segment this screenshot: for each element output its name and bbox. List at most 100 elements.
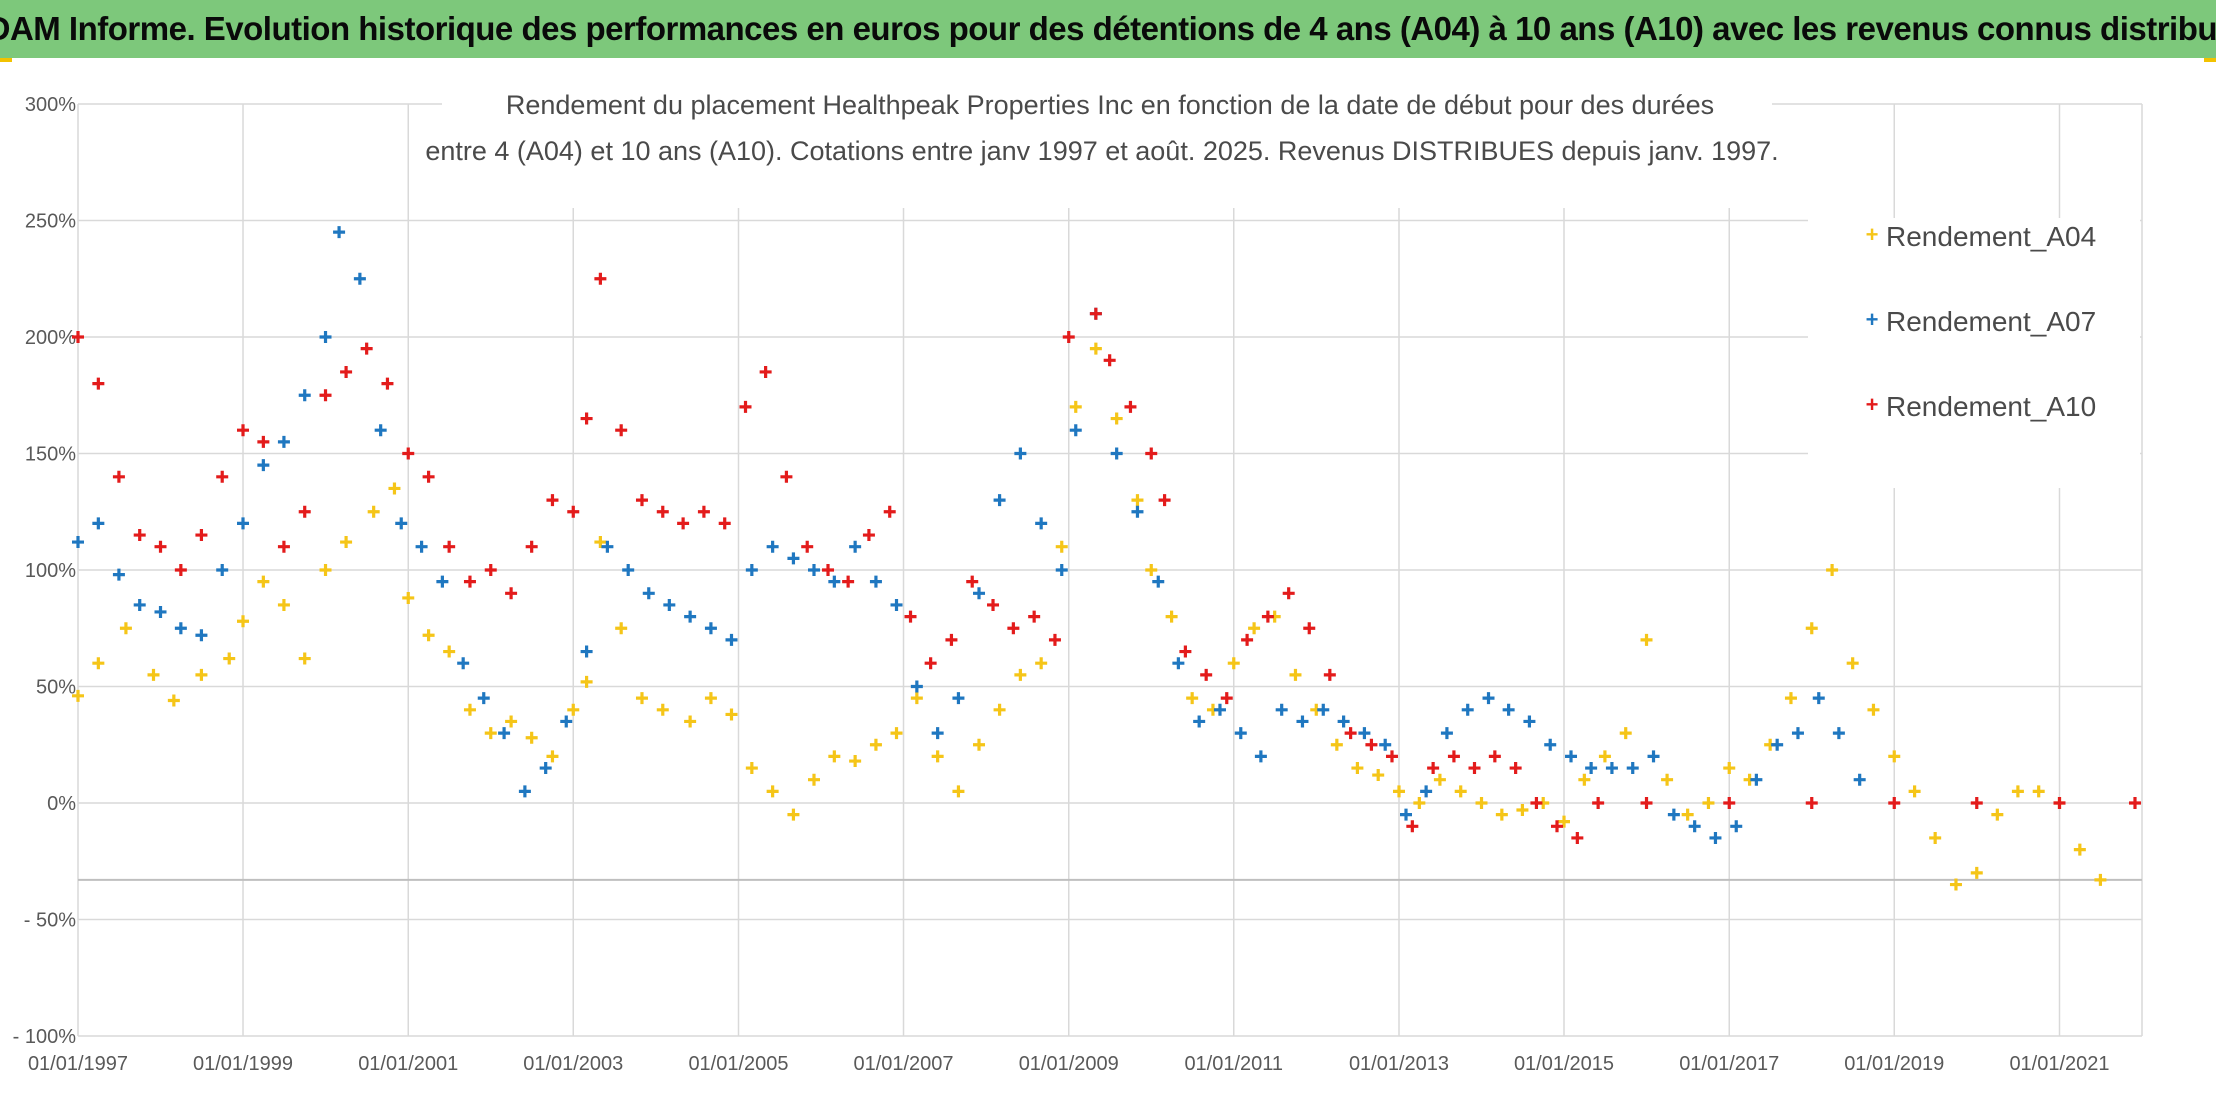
data-point: [973, 587, 986, 600]
data-point: [1427, 762, 1440, 775]
x-tick-label: 01/01/2011: [1184, 1053, 1283, 1075]
data-point: [1172, 657, 1185, 670]
data-point: [745, 762, 758, 775]
data-point: [1433, 773, 1446, 786]
data-point: [849, 755, 862, 768]
data-point: [1248, 622, 1261, 635]
data-point: [525, 731, 538, 744]
data-point: [883, 505, 896, 518]
data-point: [1296, 715, 1309, 728]
data-point: [133, 598, 146, 611]
x-tick-label: 01/01/2021: [2009, 1053, 2109, 1075]
data-point: [72, 536, 84, 549]
data-point: [766, 540, 779, 553]
data-point: [869, 575, 882, 588]
data-point: [807, 564, 820, 576]
data-point: [174, 564, 187, 576]
data-point: [1585, 762, 1598, 775]
data-point: [1261, 610, 1274, 623]
data-point: [237, 615, 250, 628]
data-point: [133, 529, 146, 542]
data-point: [1289, 668, 1302, 681]
data-point: [477, 692, 490, 705]
data-point: [92, 657, 105, 670]
data-point: [154, 540, 167, 553]
data-point: [505, 587, 518, 600]
data-point: [1035, 517, 1048, 530]
data-point: [1784, 692, 1797, 705]
data-point: [1145, 564, 1158, 576]
data-point: [1571, 831, 1584, 844]
data-point: [828, 575, 841, 588]
data-point: [1949, 878, 1962, 891]
data-point: [1007, 622, 1020, 635]
data-point: [1337, 715, 1350, 728]
y-tick-label: 250%: [25, 211, 76, 233]
legend-marker-a07: +: [1866, 307, 1879, 332]
data-point: [1062, 331, 1075, 343]
data-point: [924, 657, 937, 670]
data-point: [1846, 657, 1859, 670]
data-point: [567, 703, 580, 716]
data-point: [216, 470, 229, 483]
data-point: [635, 692, 648, 705]
data-point: [195, 529, 208, 542]
data-point: [745, 564, 758, 576]
data-point: [1330, 738, 1343, 751]
data-point: [1220, 692, 1233, 705]
y-tick-label: 200%: [25, 327, 76, 349]
data-point: [72, 331, 84, 343]
data-point: [195, 629, 208, 642]
data-point: [277, 598, 290, 611]
legend-label-a10: Rendement_A10: [1886, 391, 2096, 422]
data-point: [1055, 540, 1068, 553]
data-point: [525, 540, 538, 553]
data-point: [340, 536, 353, 549]
data-point: [910, 692, 923, 705]
data-point: [463, 703, 476, 716]
data-point: [1551, 820, 1563, 833]
data-point: [518, 785, 531, 798]
data-point: [904, 610, 917, 623]
data-point: [1544, 738, 1557, 751]
report-header: ADAM Informe. Evolution historique des p…: [0, 0, 2216, 58]
legend-box: [1808, 218, 2140, 488]
data-point: [849, 540, 862, 553]
data-point: [1028, 610, 1041, 623]
data-point: [1812, 692, 1825, 705]
data-point: [112, 568, 125, 581]
data-point: [92, 377, 105, 390]
chart-title-line-1: Rendement du placement Healthpeak Proper…: [506, 90, 1714, 120]
data-point: [987, 598, 1000, 611]
data-point: [395, 517, 408, 530]
data-point: [945, 633, 958, 646]
legend-marker-a10: +: [1866, 392, 1879, 417]
data-point: [92, 517, 105, 530]
data-point: [1351, 762, 1364, 775]
data-point: [422, 629, 435, 642]
data-point: [1530, 797, 1543, 809]
y-tick-label: 300%: [25, 94, 76, 116]
data-point: [1598, 750, 1611, 763]
data-point: [704, 692, 717, 705]
y-tick-label: 100%: [25, 560, 76, 582]
data-point: [457, 657, 470, 670]
data-point: [1750, 773, 1763, 786]
data-point: [1468, 762, 1481, 775]
data-point: [684, 610, 697, 623]
data-point: [319, 331, 332, 343]
data-point: [663, 598, 676, 611]
data-point: [1523, 715, 1536, 728]
data-point: [1344, 727, 1357, 740]
data-point: [277, 540, 290, 553]
data-point: [1888, 750, 1901, 763]
data-point: [1640, 797, 1653, 809]
data-point: [498, 727, 511, 740]
data-point: [1089, 342, 1102, 355]
data-point: [167, 694, 180, 707]
data-point: [1406, 820, 1419, 833]
data-point: [1454, 785, 1467, 798]
legend-label-a04: Rendement_A04: [1886, 221, 2096, 252]
data-point: [567, 505, 580, 518]
data-point: [1475, 797, 1488, 809]
